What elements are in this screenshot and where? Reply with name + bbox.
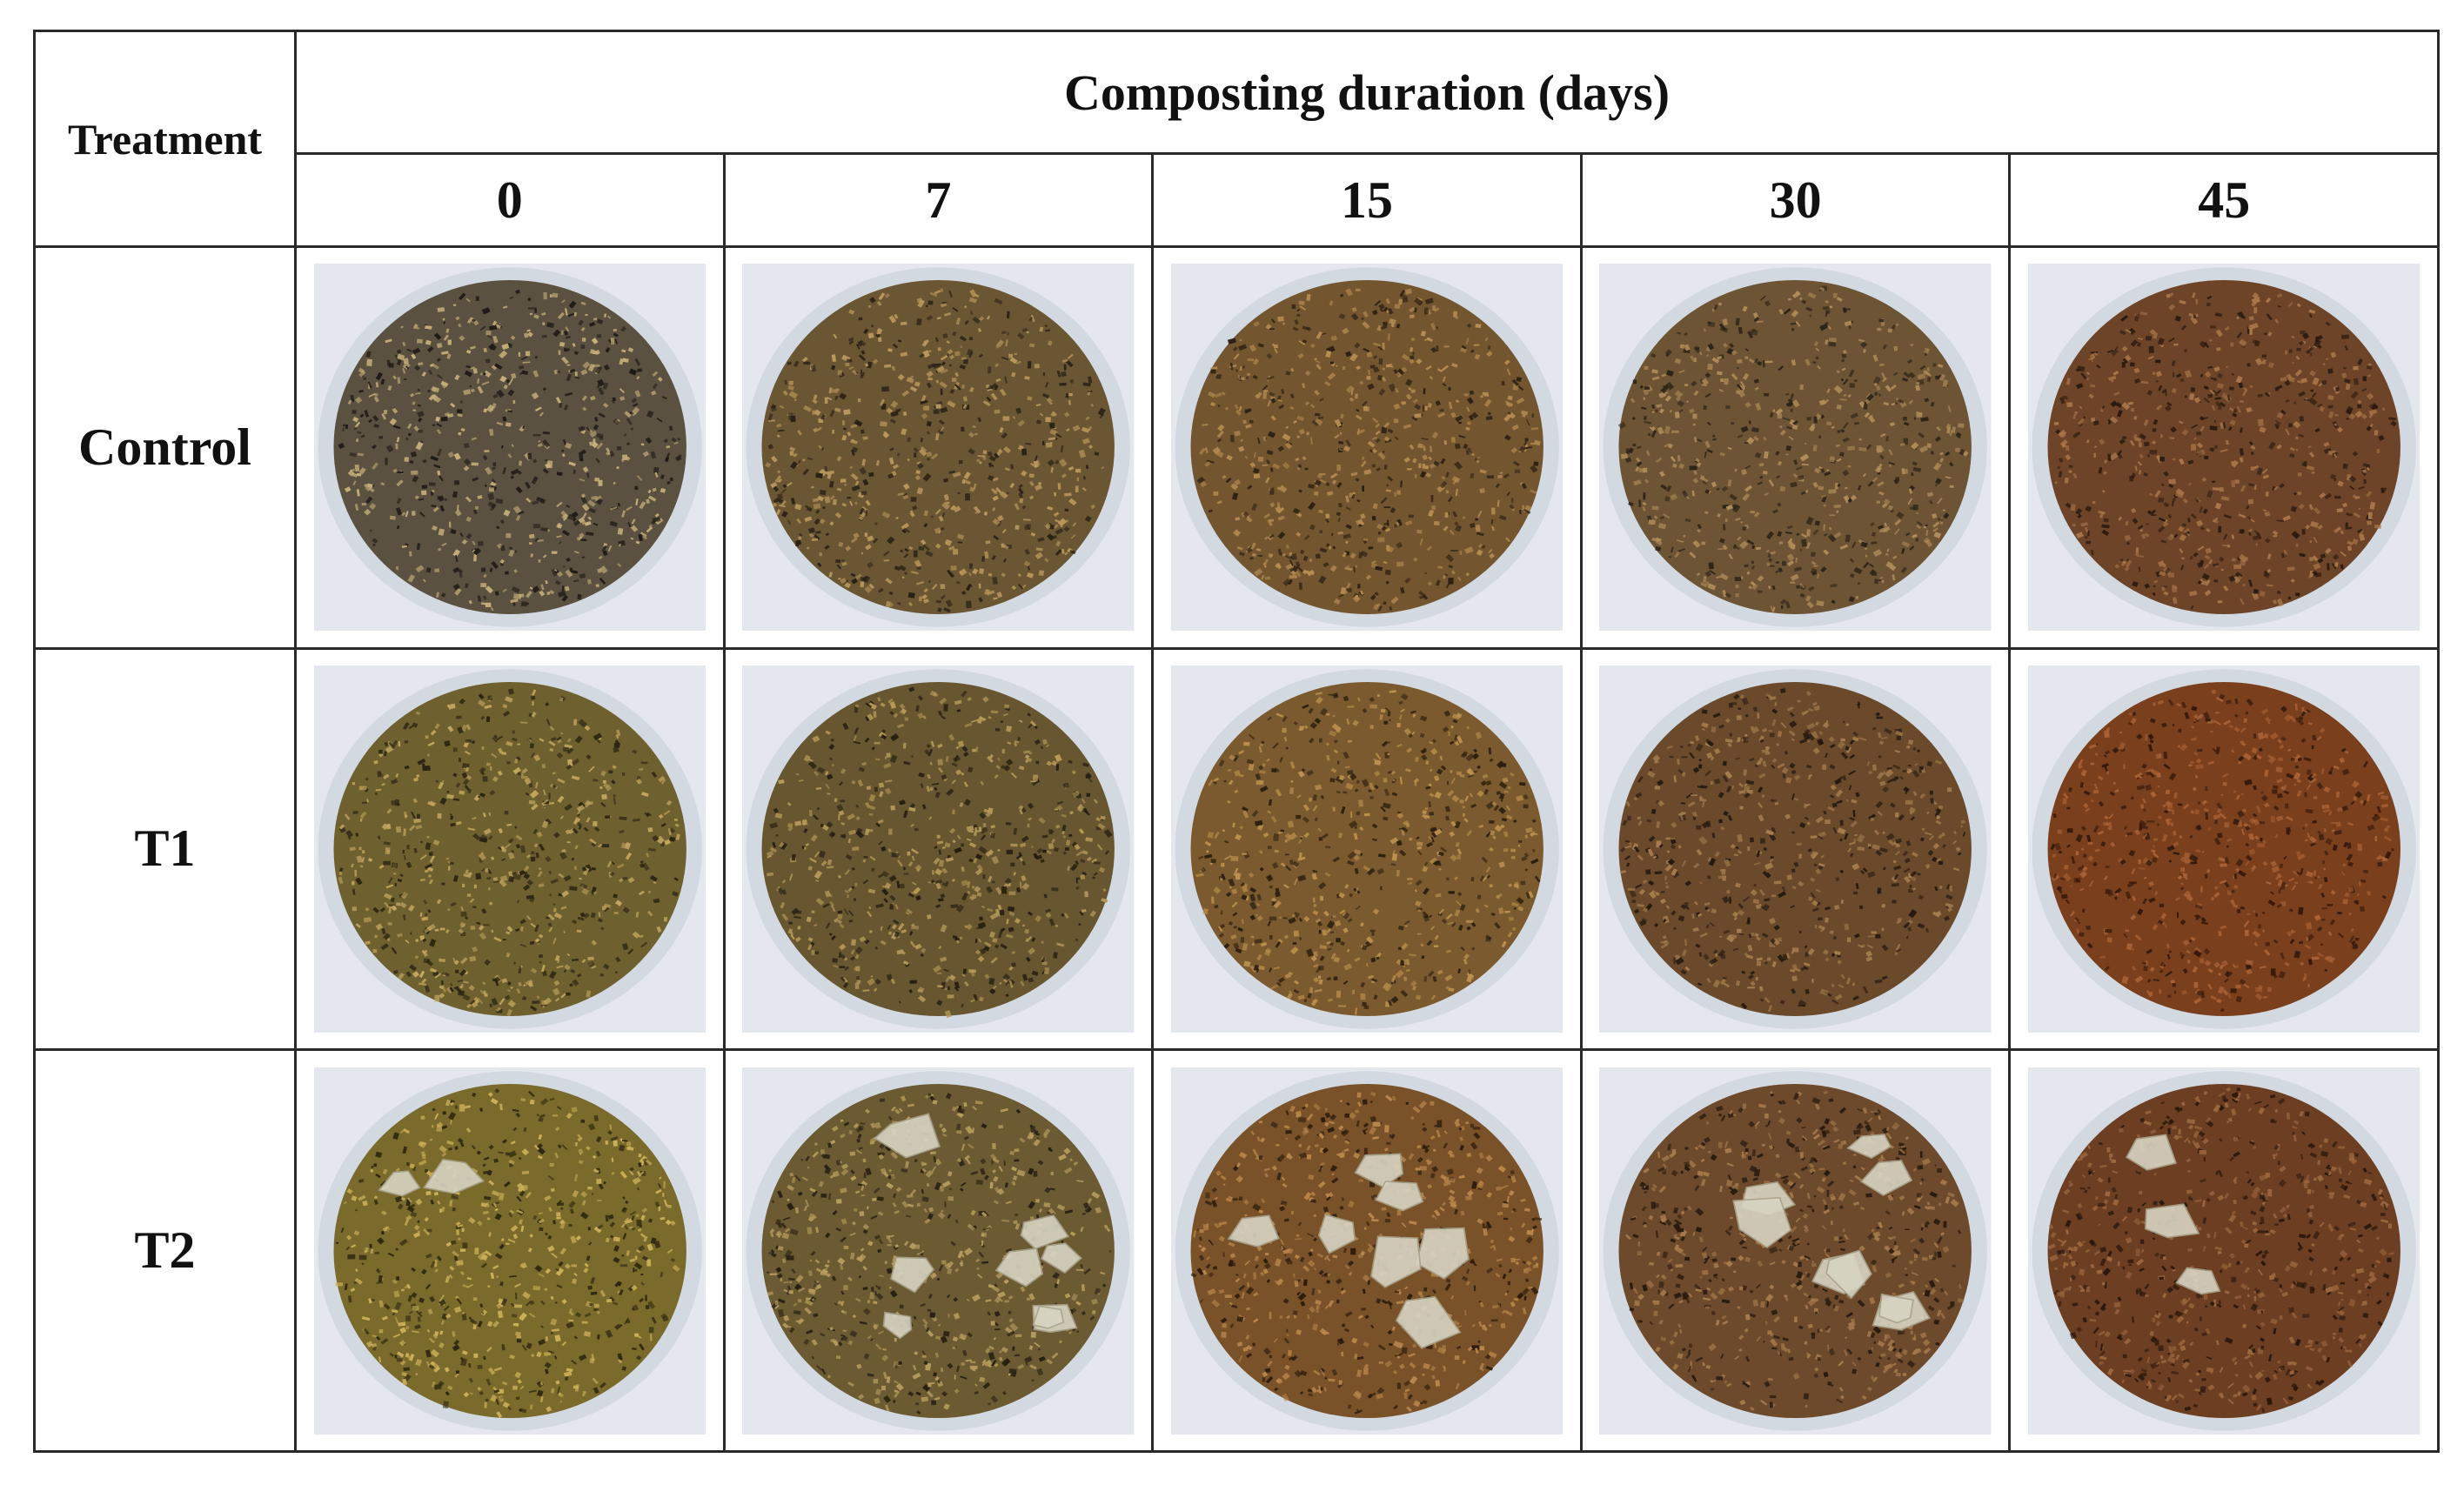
sample-photo-cell xyxy=(2008,245,2440,650)
day-header: 45 xyxy=(2008,152,2440,248)
row-label-t2: T2 xyxy=(33,1048,297,1453)
row-label-t1: T1 xyxy=(33,646,297,1052)
compost-sample-photo xyxy=(2027,666,2420,1033)
figure-table-container: Treatment Composting duration (days) 0 7… xyxy=(33,30,2440,1453)
sample-photo-cell xyxy=(722,646,1155,1052)
sample-photo-cell xyxy=(1151,1048,1583,1453)
treatment-header: Treatment xyxy=(33,30,297,248)
sample-photo-cell xyxy=(1151,646,1583,1052)
compost-sample-photo xyxy=(742,666,1135,1033)
sample-photo-cell xyxy=(1579,245,2012,650)
sample-photo-cell xyxy=(1151,245,1583,650)
sample-photo-cell xyxy=(1579,646,2012,1052)
sample-photo-cell xyxy=(722,1048,1155,1453)
compost-sample-photo xyxy=(1170,264,1563,632)
sample-photo-cell xyxy=(294,1048,726,1453)
day-header: 30 xyxy=(1579,152,2012,248)
table-row: T1 xyxy=(33,646,2440,1052)
sample-photo-cell xyxy=(294,245,726,650)
compost-sample-photo xyxy=(313,264,706,632)
sample-photo-cell xyxy=(2008,1048,2440,1453)
sample-photo-cell xyxy=(2008,646,2440,1052)
compost-sample-photo xyxy=(1599,264,1992,632)
compost-sample-photo xyxy=(1170,666,1563,1033)
compost-sample-photo xyxy=(2027,264,2420,632)
duration-header: Composting duration (days) xyxy=(294,30,2440,155)
sample-photo-cell xyxy=(1579,1048,2012,1453)
compost-sample-photo xyxy=(1170,1067,1563,1435)
day-header: 15 xyxy=(1151,152,1583,248)
compost-table: Treatment Composting duration (days) 0 7… xyxy=(33,30,2440,1453)
table-row: T2 xyxy=(33,1048,2440,1453)
compost-sample-photo xyxy=(313,1067,706,1435)
compost-sample-photo xyxy=(1599,1067,1992,1435)
compost-sample-photo xyxy=(742,264,1135,632)
sample-photo-cell xyxy=(722,245,1155,650)
compost-sample-photo xyxy=(742,1067,1135,1435)
day-header: 0 xyxy=(294,152,726,248)
table-row: Control xyxy=(33,245,2440,650)
day-header: 7 xyxy=(722,152,1155,248)
sample-photo-cell xyxy=(294,646,726,1052)
compost-sample-photo xyxy=(2027,1067,2420,1435)
compost-sample-photo xyxy=(313,666,706,1033)
row-label-control: Control xyxy=(33,245,297,650)
compost-sample-photo xyxy=(1599,666,1992,1033)
